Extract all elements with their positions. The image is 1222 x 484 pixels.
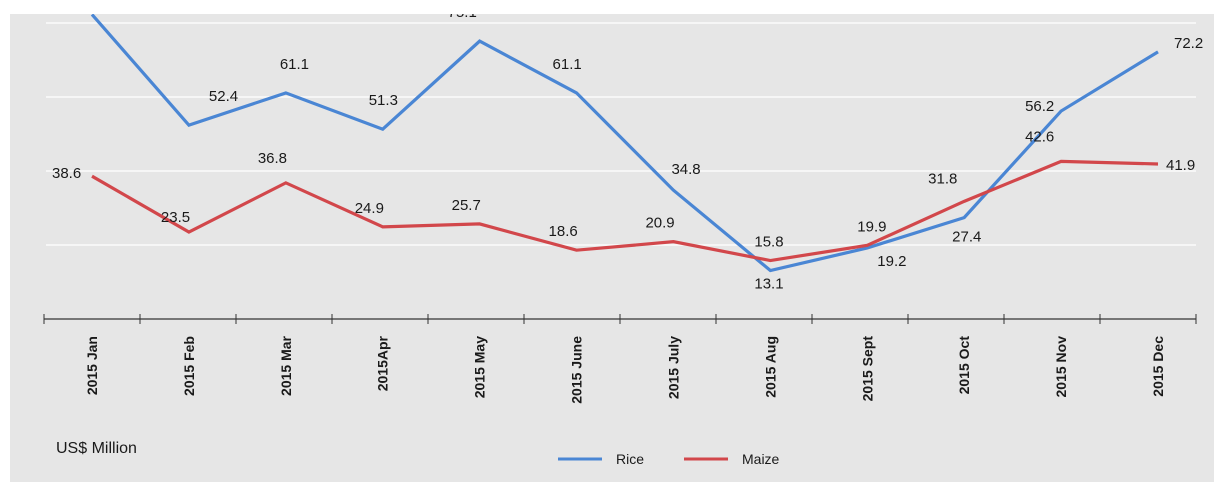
data-label: 20.9 [645, 215, 674, 232]
series-line-rice [90, 14, 1159, 273]
data-labels: 82.352.461.151.375.161.134.813.119.227.4… [52, 14, 1203, 293]
unit-label: US$ Million [56, 440, 137, 457]
data-label: 23.5 [161, 209, 190, 226]
data-label: 19.2 [877, 253, 906, 270]
x-tick-label: 2015 Aug [762, 336, 778, 398]
legend-label-rice: Rice [616, 451, 644, 467]
data-label: 34.8 [671, 161, 700, 178]
data-label: 42.6 [1025, 128, 1054, 145]
data-label: 36.8 [258, 150, 287, 167]
data-label: 52.4 [209, 88, 238, 105]
legend-label-maize: Maize [742, 451, 780, 467]
data-label: 24.9 [355, 200, 384, 217]
x-tick-label: 2015 Feb [181, 336, 197, 396]
data-label: 75.1 [448, 14, 477, 21]
x-tick-label: 2015 Nov [1053, 336, 1069, 398]
data-label: 18.6 [549, 223, 578, 240]
data-label: 41.9 [1166, 157, 1195, 174]
data-label: 72.2 [1174, 35, 1203, 52]
x-tick-label: 2015 May [472, 336, 488, 398]
legend: Rice Maize [558, 451, 780, 467]
x-tick-label: 2015 Sept [859, 336, 875, 402]
chart-area: 2015 Jan 2015 Feb 2015 Mar 2015Apr 2015 May 2… [10, 14, 1214, 482]
data-label: 31.8 [928, 170, 957, 187]
data-label: 27.4 [952, 229, 981, 246]
data-label: 13.1 [754, 276, 783, 293]
data-label: 61.1 [280, 56, 309, 73]
data-label: 51.3 [369, 92, 398, 109]
x-tick-label: 2015 Oct [956, 336, 972, 395]
x-tick-label: 2015 June [569, 336, 585, 404]
x-axis: 2015 Jan 2015 Feb 2015 Mar 2015Apr 2015 May 2… [43, 314, 1197, 404]
data-label: 56.2 [1025, 98, 1054, 115]
data-label: 38.6 [52, 165, 81, 182]
gridlines [46, 22, 1196, 246]
x-tick-label: 2015 July [665, 336, 681, 399]
series-lines [90, 14, 1159, 273]
line-chart: 2015 Jan 2015 Feb 2015 Mar 2015Apr 2015 May 2… [43, 14, 1203, 467]
series-line-maize [91, 159, 1159, 263]
data-label: 61.1 [553, 56, 582, 73]
x-tick-label: 2015 Jan [84, 336, 100, 395]
data-label: 25.7 [452, 197, 481, 214]
data-label: 15.8 [754, 234, 783, 251]
data-label: 19.9 [857, 218, 886, 235]
x-tick-label: 2015Apr [375, 335, 391, 391]
x-tick-label: 2015 Dec [1150, 336, 1166, 397]
x-tick-label: 2015 Mar [278, 335, 294, 395]
